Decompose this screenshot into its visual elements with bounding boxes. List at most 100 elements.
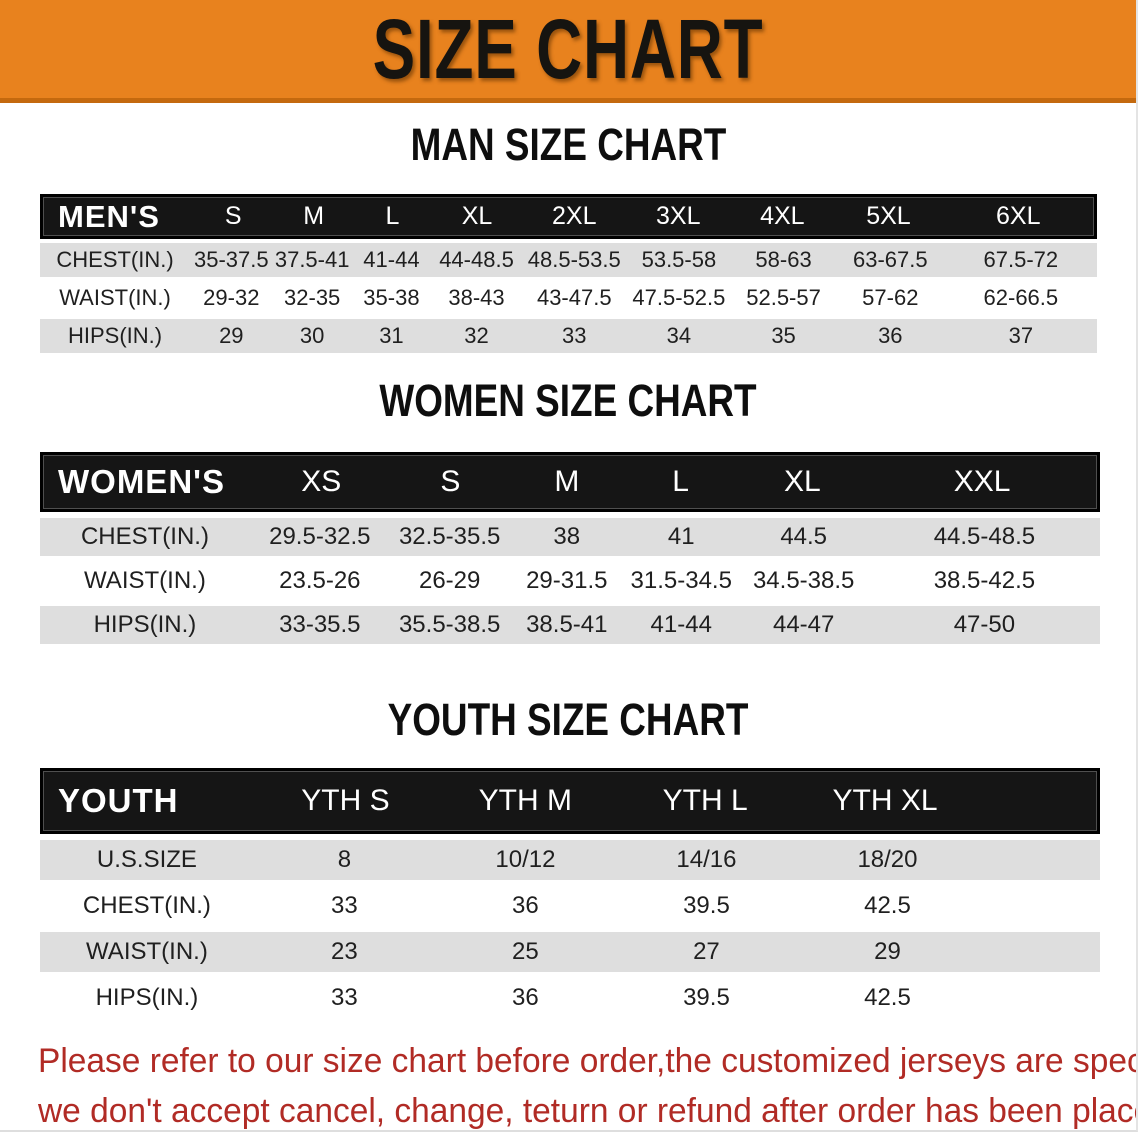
column-header: 6XL	[996, 202, 1041, 230]
row-label: HIPS(IN.)	[95, 984, 199, 1011]
table-cell: 48.5-53.5	[527, 247, 621, 272]
table-cell: 41-44	[650, 611, 712, 638]
table-cell: 30	[299, 323, 325, 348]
table-cell: 29	[219, 323, 244, 348]
table-cell: 35.5-38.5	[398, 611, 501, 638]
table-cell: 57-62	[862, 285, 919, 310]
table-cell: 35-37.5	[194, 247, 269, 272]
table-cell: 53.5-58	[641, 247, 717, 272]
table-row: HIPS(IN.) 29 30 31 32 33 34 35 36 37	[40, 319, 1097, 353]
table-cell: 34	[666, 323, 692, 348]
table-cell: 47-50	[953, 611, 1016, 638]
table-row: CHEST(IN.) 33 36 39.5 42.5	[40, 886, 1100, 926]
table-cell: 42.5	[864, 984, 911, 1011]
table-cell: 8	[337, 846, 352, 873]
row-label: CHEST(IN.)	[56, 247, 174, 272]
column-header: XL	[784, 465, 821, 498]
table-row: WAIST(IN.) 23.5-26 26-29 29-31.5 31.5-34.5 34…	[40, 562, 1100, 600]
column-header: XS	[301, 465, 342, 498]
table-cell: 33	[331, 984, 358, 1011]
column-header: M	[303, 202, 325, 230]
column-header: M	[554, 465, 580, 498]
row-label: CHEST(IN.)	[82, 892, 211, 919]
table-corner-label: WOMEN'S	[58, 463, 226, 500]
row-label: CHEST(IN.)	[80, 523, 209, 550]
table-row: CHEST(IN.) 35-37.5 37.5-41 41-44 44-48.5 48.5…	[40, 243, 1097, 277]
column-header: YTH M	[478, 784, 572, 817]
row-label: WAIST(IN.)	[59, 285, 171, 310]
table-cell: 37	[1008, 323, 1034, 348]
table-cell: 18/20	[857, 846, 918, 873]
column-header: YTH S	[301, 784, 390, 817]
table-header-row: YOUTH YTH S YTH M YTH L YTH XL	[40, 768, 1100, 834]
table-cell: 26-29	[418, 567, 481, 594]
table-row: U.S.SIZE 8 10/12 14/16 18/20	[40, 840, 1100, 880]
table-cell: 25	[512, 938, 539, 965]
table-row: CHEST(IN.) 29.5-32.5 32.5-35.5 38 41 44.5 44.5…	[40, 518, 1100, 556]
table-cell: 33	[331, 892, 358, 919]
table-header-row: MEN'S S M L XL 2XL 3XL 4XL 5XL 6XL	[40, 194, 1097, 239]
column-header: 5XL	[866, 202, 911, 230]
row-label: HIPS(IN.)	[67, 323, 163, 348]
table-cell: 23	[331, 938, 358, 965]
table-cell: 44.5-48.5	[933, 523, 1036, 550]
table-cell: 35-38	[363, 285, 420, 310]
table-cell: 33	[562, 323, 587, 348]
table-cell: 32.5-35.5	[398, 523, 501, 550]
table-header-row: WOMEN'S XS S M L XL XXL	[40, 452, 1100, 512]
table-cell: 63-67.5	[852, 247, 928, 272]
table-row: HIPS(IN.) 33-35.5 35.5-38.5 38.5-41 41-44 44-…	[40, 606, 1100, 644]
table-cell: 38.5-42.5	[933, 567, 1036, 594]
table-cell: 44.5	[780, 523, 828, 550]
table-cell: 44-47	[772, 611, 835, 638]
table-cell: 43-47.5	[536, 285, 612, 310]
table-corner-label: MEN'S	[58, 198, 160, 234]
table-cell: 67.5-72	[983, 247, 1059, 272]
table-row: HIPS(IN.) 33 36 39.5 42.5	[40, 978, 1100, 1018]
column-header: 3XL	[656, 202, 701, 230]
men-section-heading: MAN SIZE CHART	[410, 119, 726, 170]
table-corner-label: YOUTH	[58, 782, 179, 819]
table-cell: 29-32	[203, 285, 260, 310]
row-label: U.S.SIZE	[96, 846, 197, 873]
table-cell: 36	[878, 323, 903, 348]
youth-size-table: YOUTH YTH S YTH M YTH L YTH XL U.S.SIZE 8 10/12…	[40, 768, 1100, 1018]
women-size-table: WOMEN'S XS S M L XL XXL CHEST(IN.) 29.5-32.5 32.5…	[40, 452, 1100, 644]
column-header: YTH L	[662, 784, 748, 817]
column-header: YTH XL	[832, 784, 938, 817]
women-section-heading: WOMEN SIZE CHART	[379, 375, 757, 426]
table-cell: 27	[693, 938, 720, 965]
column-header: 4XL	[760, 202, 805, 230]
table-cell: 38	[553, 523, 581, 550]
table-cell: 58-63	[755, 247, 812, 272]
table-cell: 23.5-26	[279, 567, 361, 594]
table-cell: 33-35.5	[279, 611, 361, 638]
order-disclaimer: Please refer to our size chart before or…	[38, 1036, 1136, 1130]
row-label: HIPS(IN.)	[93, 611, 197, 638]
table-cell: 34.5-38.5	[752, 567, 855, 594]
men-size-table: MEN'S S M L XL 2XL 3XL 4XL 5XL 6XL CHEST(IN.) 35-37…	[40, 194, 1097, 353]
table-cell: 47.5-52.5	[632, 285, 726, 310]
column-header: S	[224, 202, 242, 230]
table-cell: 31.5-34.5	[630, 567, 732, 594]
column-header: 2XL	[551, 202, 597, 230]
table-cell: 41	[667, 523, 695, 550]
youth-section-heading: YOUTH SIZE CHART	[387, 694, 749, 745]
table-cell: 52.5-57	[746, 285, 821, 310]
table-cell: 29	[874, 938, 901, 965]
column-header: L	[672, 465, 689, 498]
table-cell: 36	[512, 892, 539, 919]
table-cell: 14/16	[676, 846, 737, 873]
table-cell: 36	[512, 984, 539, 1011]
title-banner: SIZE CHART	[0, 0, 1136, 103]
table-cell: 32-35	[284, 285, 341, 310]
table-row: WAIST(IN.) 23 25 27 29	[40, 932, 1100, 972]
table-cell: 35	[771, 323, 796, 348]
table-cell: 32	[464, 323, 489, 348]
table-cell: 44-48.5	[439, 247, 514, 272]
table-row: WAIST(IN.) 29-32 32-35 35-38 38-43 43-47.5 47.…	[40, 281, 1097, 315]
row-label: WAIST(IN.)	[84, 567, 206, 594]
table-cell: 37.5-41	[274, 247, 350, 272]
disclaimer-line-1: Please refer to our size chart before or…	[38, 1042, 1136, 1080]
